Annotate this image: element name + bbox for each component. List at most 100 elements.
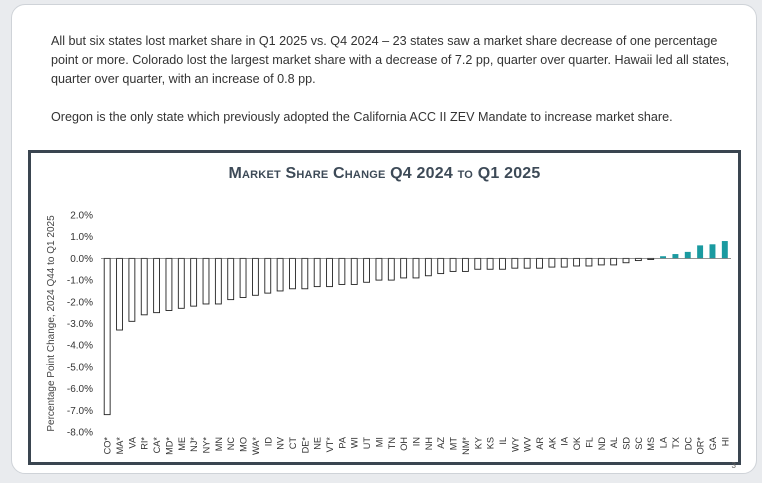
x-tick-label: IL <box>498 437 508 445</box>
y-tick-label: -6.0% <box>67 384 93 395</box>
bar-nd <box>597 257 605 266</box>
x-tick-label: NH <box>424 437 434 450</box>
x-tick-label: WV <box>523 436 533 452</box>
bar-tn <box>387 257 395 281</box>
x-tick-label: FL <box>584 437 594 448</box>
y-tick-label: -7.0% <box>67 406 93 417</box>
bar-nh <box>424 257 432 277</box>
x-tick-label: MN <box>214 437 224 451</box>
x-tick-label: WY <box>510 437 520 452</box>
bar-pa <box>338 257 346 285</box>
bar-ne <box>313 257 321 288</box>
x-tick-label: WI <box>350 437 360 448</box>
bar-co <box>103 257 111 416</box>
y-tick-label: -3.0% <box>67 319 93 330</box>
x-tick-label: NJ* <box>189 437 199 452</box>
x-tick-label: PA <box>337 436 347 448</box>
bar-tx <box>672 254 679 259</box>
bar-ks <box>486 257 494 270</box>
bar-fl <box>585 257 593 267</box>
y-axis-label: Percentage Point Change, 2024 Q44 to Q1 … <box>46 215 57 432</box>
bar-chart: 2.0% 1.0% 0.0% -1.0% -2.0% -3.0% -4.0% -5.0% -6.… <box>46 211 731 455</box>
x-tick-label: ND <box>597 437 607 451</box>
x-tick-label: OR* <box>696 437 706 455</box>
bar-wy <box>511 257 519 269</box>
x-tick-label: NY* <box>202 437 212 454</box>
x-tick-label: CO* <box>103 437 113 455</box>
x-tick-label: NM* <box>461 437 471 455</box>
bar-me <box>177 257 185 309</box>
bar-sd <box>622 257 630 264</box>
x-tick-label: NC <box>226 437 236 451</box>
x-tick-label: IN <box>412 437 422 446</box>
bar-va <box>128 257 136 322</box>
y-tick-label: -5.0% <box>67 362 93 373</box>
y-tick-label: -1.0% <box>67 276 93 287</box>
x-tick-label: AR <box>535 437 545 450</box>
x-tick-label: MD* <box>164 437 174 455</box>
x-tick-label: AZ <box>436 437 446 449</box>
x-tick-label: MI <box>374 437 384 447</box>
bar-al <box>610 257 618 266</box>
bar-la <box>660 256 667 259</box>
x-tick-label: MO <box>239 437 249 452</box>
bar-ny <box>202 257 210 305</box>
bar-nj <box>190 257 198 307</box>
x-tick-label: LA <box>659 436 669 448</box>
x-tick-label: UT <box>362 437 372 450</box>
bar-id <box>264 257 272 294</box>
bar-il <box>499 257 506 270</box>
bar-or <box>697 245 704 259</box>
slide: All but six states lost market share in … <box>11 4 757 474</box>
bar-vt <box>326 257 333 288</box>
x-tick-label: VT* <box>325 437 335 453</box>
bar-oh <box>400 257 408 279</box>
x-tick-label: SD <box>622 437 632 450</box>
bar-ut <box>363 257 370 283</box>
bar-ak <box>548 257 556 268</box>
x-tick-label: ID <box>263 437 273 447</box>
page-number: 3 <box>731 461 736 470</box>
bar-mt <box>449 257 457 272</box>
x-tick-label: OH <box>399 437 409 451</box>
x-tick-label: WA* <box>251 437 261 455</box>
x-tick-label: MS <box>646 437 656 451</box>
bar-az <box>437 257 445 275</box>
bar-nm <box>462 257 469 272</box>
y-tick-label: 2.0% <box>70 211 93 222</box>
bar-wa <box>251 257 259 296</box>
y-tick-label: 1.0% <box>70 232 93 243</box>
x-tick-label: KS <box>486 437 496 449</box>
x-tick-label: OK <box>572 436 582 450</box>
x-tick-label: GA <box>708 436 718 450</box>
bar-ga <box>709 244 716 259</box>
bar-ia <box>560 257 568 268</box>
x-tick-label: CA* <box>152 437 162 454</box>
x-tick-label: HI <box>720 437 730 446</box>
x-tick-label: AK <box>547 436 557 449</box>
bar-ok <box>573 257 580 267</box>
x-tick-label: KY <box>473 437 483 449</box>
x-tick-label: SC <box>634 437 644 450</box>
x-tick-label: DC <box>683 437 693 451</box>
bar-md <box>165 257 173 311</box>
summary-paragraph-2: Oregon is the only state which previousl… <box>51 110 673 124</box>
bar-sc <box>634 257 642 262</box>
bar-dc <box>684 251 691 259</box>
bar-ma <box>116 257 123 331</box>
chart-frame: Market Share Change Q4 2024 to Q1 2025 2… <box>28 150 741 465</box>
y-tick-label: -2.0% <box>67 297 93 308</box>
bar-hi <box>721 241 728 259</box>
bar-mn <box>214 257 222 305</box>
bar-mi <box>375 257 383 281</box>
bar-nc <box>227 257 235 301</box>
bar-ri <box>140 257 148 316</box>
x-tick-label: MA* <box>115 437 125 455</box>
x-tick-label: TX <box>671 437 681 449</box>
x-tick-label: NE <box>313 437 323 450</box>
bar-ar <box>536 257 543 269</box>
x-tick-label: TN <box>387 437 397 449</box>
y-tick-label: -4.0% <box>67 341 93 352</box>
summary-paragraph-1: All but six states lost market share in … <box>51 34 730 86</box>
bar-in <box>412 257 420 279</box>
